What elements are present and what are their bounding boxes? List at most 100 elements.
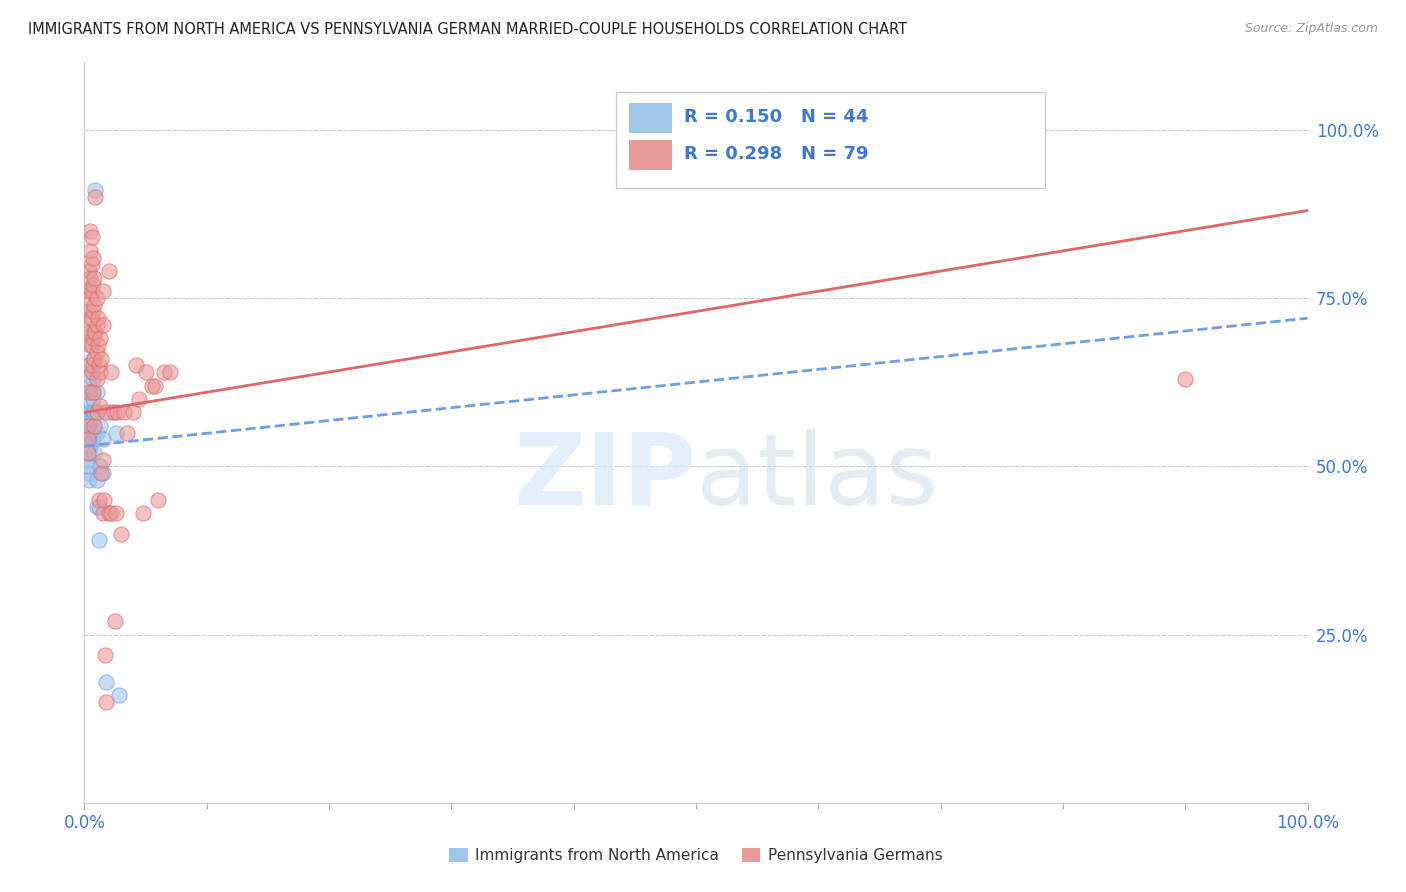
Point — [82, 277, 104, 292]
Point — [79, 224, 101, 238]
Point — [79, 338, 101, 352]
Point — [77, 304, 100, 318]
Point — [80, 311, 103, 326]
Point — [110, 526, 132, 541]
Point — [80, 325, 103, 339]
Point — [79, 395, 101, 409]
Point — [83, 425, 105, 440]
Point — [83, 418, 105, 433]
Point — [77, 405, 100, 419]
Text: ZIP: ZIP — [513, 428, 696, 525]
Point — [82, 385, 104, 400]
Point — [82, 359, 104, 373]
FancyBboxPatch shape — [616, 92, 1045, 188]
Point — [77, 446, 100, 460]
Point — [82, 251, 104, 265]
Point — [91, 466, 114, 480]
Point — [100, 405, 122, 419]
Point — [82, 351, 104, 366]
Point — [1174, 372, 1197, 386]
Point — [112, 405, 135, 419]
Point — [83, 351, 105, 366]
Point — [83, 446, 105, 460]
Point — [100, 507, 122, 521]
Point — [79, 378, 101, 392]
Point — [87, 533, 110, 548]
Point — [89, 459, 111, 474]
Point — [80, 365, 103, 379]
Point — [146, 492, 169, 507]
Point — [79, 244, 101, 258]
Point — [79, 270, 101, 285]
Point — [82, 412, 104, 426]
Point — [107, 688, 129, 702]
Point — [77, 442, 100, 457]
Point — [89, 399, 111, 413]
Point — [77, 385, 100, 400]
Point — [82, 392, 104, 406]
Point — [87, 359, 110, 373]
Text: R = 0.298   N = 79: R = 0.298 N = 79 — [683, 145, 869, 163]
Text: atlas: atlas — [696, 428, 938, 525]
Point — [83, 405, 105, 419]
Point — [86, 405, 108, 419]
Point — [79, 412, 101, 426]
Point — [90, 351, 112, 366]
Point — [153, 365, 176, 379]
Point — [77, 359, 100, 373]
Point — [77, 446, 100, 460]
Legend: Immigrants from North America, Pennsylvania Germans: Immigrants from North America, Pennsylva… — [443, 842, 949, 869]
Point — [77, 264, 100, 278]
Point — [86, 372, 108, 386]
Point — [86, 344, 108, 359]
Point — [77, 459, 100, 474]
Point — [89, 418, 111, 433]
Point — [77, 418, 100, 433]
Point — [93, 492, 115, 507]
Point — [96, 695, 118, 709]
Text: IMMIGRANTS FROM NORTH AMERICA VS PENNSYLVANIA GERMAN MARRIED-COUPLE HOUSEHOLDS C: IMMIGRANTS FROM NORTH AMERICA VS PENNSYL… — [28, 22, 907, 37]
Point — [86, 473, 108, 487]
Point — [87, 492, 110, 507]
Point — [77, 433, 100, 447]
Point — [87, 338, 110, 352]
Point — [77, 429, 100, 443]
Point — [97, 264, 120, 278]
Point — [103, 405, 125, 419]
Point — [79, 439, 101, 453]
Point — [94, 648, 117, 662]
Point — [77, 433, 100, 447]
Point — [91, 433, 114, 447]
Point — [122, 405, 145, 419]
Y-axis label: Married-couple Households: Married-couple Households — [0, 328, 7, 537]
Point — [82, 331, 104, 345]
Point — [86, 500, 108, 514]
Point — [105, 425, 128, 440]
Point — [115, 425, 138, 440]
Point — [91, 318, 114, 332]
Point — [80, 285, 103, 299]
Point — [96, 674, 118, 689]
Text: R = 0.150   N = 44: R = 0.150 N = 44 — [683, 108, 868, 127]
Point — [91, 507, 114, 521]
Point — [97, 507, 120, 521]
FancyBboxPatch shape — [628, 140, 672, 169]
Point — [84, 190, 107, 204]
Point — [86, 318, 108, 332]
FancyBboxPatch shape — [628, 103, 672, 133]
Point — [128, 392, 150, 406]
Point — [80, 230, 103, 244]
Point — [77, 452, 100, 467]
Point — [89, 331, 111, 345]
Point — [84, 325, 107, 339]
Point — [125, 359, 148, 373]
Point — [159, 365, 181, 379]
Point — [86, 291, 108, 305]
Point — [105, 507, 128, 521]
Point — [80, 338, 103, 352]
Point — [84, 183, 107, 197]
Text: Source: ZipAtlas.com: Source: ZipAtlas.com — [1244, 22, 1378, 36]
Point — [96, 405, 118, 419]
Point — [79, 425, 101, 440]
Point — [91, 285, 114, 299]
